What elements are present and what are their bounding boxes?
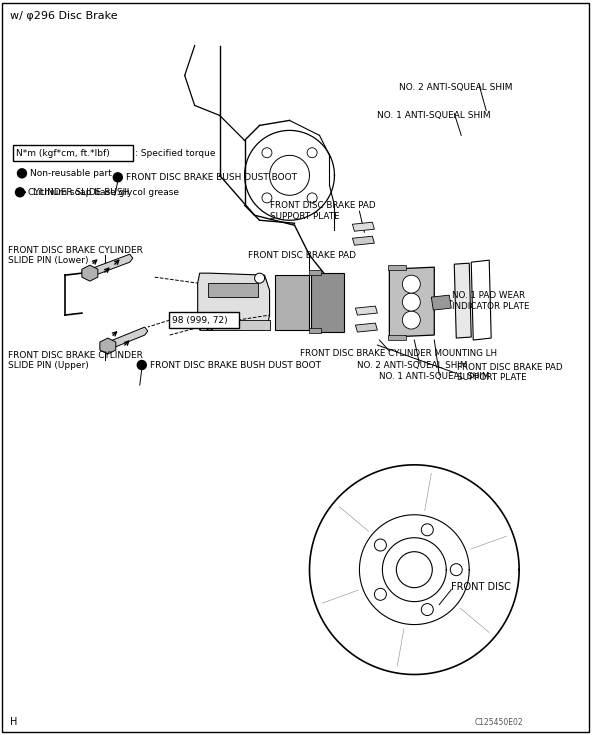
- Text: SLIDE PIN (Lower): SLIDE PIN (Lower): [8, 256, 88, 265]
- Text: NO. 1 ANTI-SQUEAL SHIM: NO. 1 ANTI-SQUEAL SHIM: [377, 111, 491, 120]
- Circle shape: [403, 311, 420, 329]
- Circle shape: [262, 148, 272, 158]
- Circle shape: [403, 275, 420, 293]
- Polygon shape: [311, 273, 345, 332]
- Bar: [310, 270, 321, 275]
- Text: H: H: [10, 717, 17, 728]
- Text: N*m (kgf*cm, ft.*lbf): N*m (kgf*cm, ft.*lbf): [16, 149, 110, 158]
- Circle shape: [374, 539, 387, 551]
- Circle shape: [397, 552, 432, 588]
- Text: FRONT DISC BRAKE CYLINDER: FRONT DISC BRAKE CYLINDER: [8, 351, 143, 359]
- Text: NO. 2 ANTI-SQUEAL SHIM: NO. 2 ANTI-SQUEAL SHIM: [358, 360, 468, 370]
- Circle shape: [374, 588, 387, 600]
- Polygon shape: [87, 254, 133, 277]
- Text: w/ φ296 Disc Brake: w/ φ296 Disc Brake: [10, 10, 118, 21]
- Text: NO. 1 PAD WEAR: NO. 1 PAD WEAR: [452, 290, 525, 300]
- Text: C125450E02: C125450E02: [474, 718, 523, 727]
- Circle shape: [255, 273, 265, 283]
- Text: SUPPORT PLATE: SUPPORT PLATE: [269, 212, 339, 220]
- Text: NO. 1 ANTI-SQUEAL SHIM: NO. 1 ANTI-SQUEAL SHIM: [379, 373, 490, 381]
- Circle shape: [15, 188, 24, 197]
- Circle shape: [137, 360, 146, 370]
- Text: FRONT DISC BRAKE PAD: FRONT DISC BRAKE PAD: [269, 201, 375, 209]
- Circle shape: [422, 524, 433, 536]
- Polygon shape: [82, 265, 98, 282]
- Circle shape: [451, 564, 462, 576]
- Circle shape: [113, 173, 123, 182]
- Text: Lithium soap base glycol grease: Lithium soap base glycol grease: [33, 187, 179, 197]
- Polygon shape: [355, 323, 377, 332]
- Circle shape: [422, 603, 433, 615]
- Text: Non-reusable part: Non-reusable part: [30, 169, 112, 178]
- Circle shape: [403, 293, 420, 311]
- Polygon shape: [208, 283, 258, 297]
- Polygon shape: [198, 273, 269, 330]
- Text: SLIDE PIN (Upper): SLIDE PIN (Upper): [8, 360, 89, 370]
- Polygon shape: [471, 260, 491, 340]
- FancyBboxPatch shape: [169, 312, 239, 328]
- Polygon shape: [100, 338, 116, 354]
- Text: FRONT DISC BRAKE PAD: FRONT DISC BRAKE PAD: [247, 251, 356, 259]
- Bar: [388, 265, 406, 270]
- Circle shape: [205, 320, 215, 330]
- Bar: [388, 335, 406, 340]
- Circle shape: [18, 169, 27, 178]
- Polygon shape: [432, 295, 451, 310]
- Text: FRONT DISC BRAKE PAD: FRONT DISC BRAKE PAD: [457, 362, 563, 371]
- Circle shape: [307, 193, 317, 203]
- Polygon shape: [105, 327, 148, 350]
- Text: FRONT DISC: FRONT DISC: [451, 581, 511, 592]
- Polygon shape: [390, 267, 435, 337]
- Polygon shape: [355, 306, 377, 315]
- FancyBboxPatch shape: [13, 146, 133, 162]
- Polygon shape: [352, 222, 374, 232]
- Text: FRONT DISC BRAKE CYLINDER MOUNTING LH: FRONT DISC BRAKE CYLINDER MOUNTING LH: [300, 348, 497, 357]
- Text: FRONT DISC BRAKE CYLINDER: FRONT DISC BRAKE CYLINDER: [8, 245, 143, 255]
- Text: CYLINDER SLIDE BUSH: CYLINDER SLIDE BUSH: [28, 187, 129, 197]
- Text: NO. 2 ANTI-SQUEAL SHIM: NO. 2 ANTI-SQUEAL SHIM: [400, 83, 513, 92]
- Circle shape: [307, 148, 317, 158]
- Text: FRONT DISC BRAKE BUSH DUST BOOT: FRONT DISC BRAKE BUSH DUST BOOT: [126, 173, 297, 182]
- Text: INDICATOR PLATE: INDICATOR PLATE: [452, 301, 530, 311]
- Text: FRONT DISC BRAKE BUSH DUST BOOT: FRONT DISC BRAKE BUSH DUST BOOT: [150, 360, 321, 370]
- Text: 98 (999, 72): 98 (999, 72): [172, 315, 227, 325]
- Text: SUPPORT PLATE: SUPPORT PLATE: [457, 373, 527, 382]
- Polygon shape: [200, 320, 269, 330]
- Polygon shape: [352, 236, 374, 245]
- Text: : Specified torque: : Specified torque: [135, 149, 215, 158]
- Bar: [310, 328, 321, 333]
- Polygon shape: [275, 275, 310, 330]
- Polygon shape: [454, 263, 471, 338]
- Circle shape: [262, 193, 272, 203]
